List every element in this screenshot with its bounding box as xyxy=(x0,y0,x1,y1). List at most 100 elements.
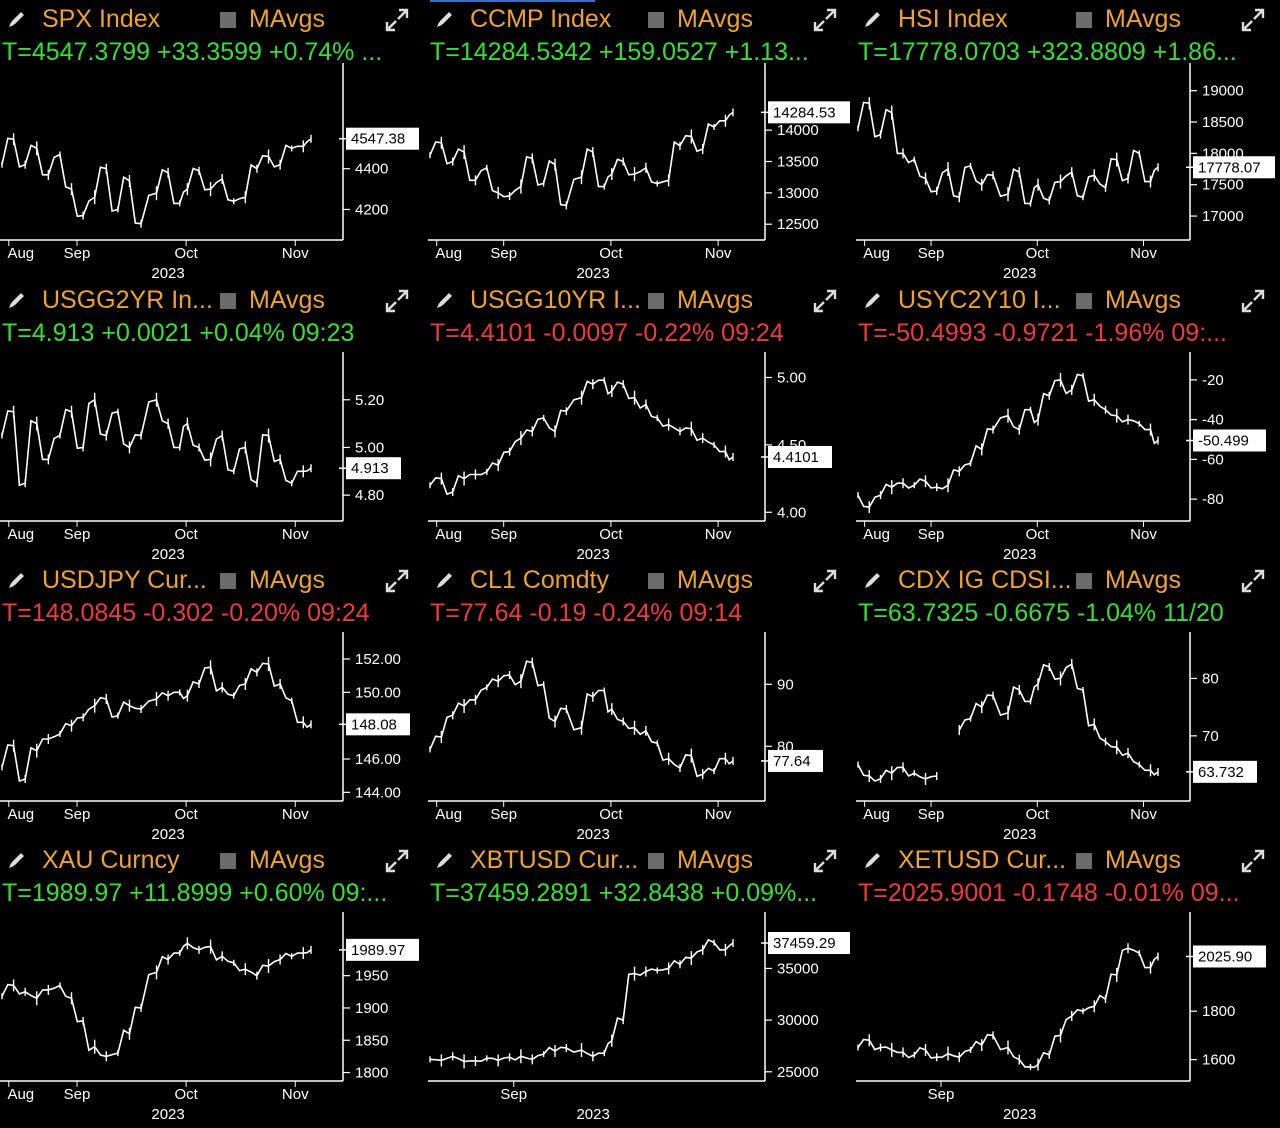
expand-arrows-icon[interactable] xyxy=(1240,568,1266,594)
pencil-icon[interactable] xyxy=(434,289,456,311)
mavgs-label[interactable]: MAvgs xyxy=(677,286,753,314)
pencil-icon[interactable] xyxy=(862,849,884,871)
x-tick-label: Sep xyxy=(64,806,91,823)
mavgs-checkbox[interactable] xyxy=(1076,853,1092,869)
quote-line: T=148.0845 -0.302 -0.20% 09:24 xyxy=(2,599,370,627)
x-tick-label: Sep xyxy=(918,245,945,262)
pencil-icon[interactable] xyxy=(434,569,456,591)
x-tick-label: Aug xyxy=(435,806,462,823)
pencil-icon[interactable] xyxy=(862,8,884,30)
pencil-icon[interactable] xyxy=(6,849,28,871)
security-title[interactable]: CCMP Index xyxy=(470,5,612,33)
chart-panel: USGG2YR In... MAvgs T=4.913 +0.0021 +0.04%… xyxy=(0,281,426,561)
expand-arrows-icon[interactable] xyxy=(812,7,838,33)
mavgs-checkbox[interactable] xyxy=(648,293,664,309)
security-title[interactable]: USGG2YR In... xyxy=(42,286,213,314)
x-tick-label: Aug xyxy=(435,526,462,543)
mavgs-checkbox[interactable] xyxy=(220,573,236,589)
panel-header: XETUSD Cur... MAvgs xyxy=(856,841,1280,881)
pencil-icon[interactable] xyxy=(862,289,884,311)
pencil-icon[interactable] xyxy=(434,849,456,871)
y-tick-label: 19000 xyxy=(1202,83,1244,100)
mavgs-checkbox[interactable] xyxy=(1076,293,1092,309)
security-title[interactable]: XBTUSD Cur... xyxy=(470,846,639,874)
y-tick-label: 4400 xyxy=(355,161,388,178)
y-tick-label: 4.00 xyxy=(777,504,806,521)
mavgs-checkbox[interactable] xyxy=(220,293,236,309)
mavgs-checkbox[interactable] xyxy=(220,853,236,869)
mavgs-label[interactable]: MAvgs xyxy=(1105,286,1181,314)
x-tick-label: Nov xyxy=(282,526,309,543)
x-year-label: 2023 xyxy=(576,1106,609,1121)
mavgs-label[interactable]: MAvgs xyxy=(677,846,753,874)
security-title[interactable]: SPX Index xyxy=(42,5,161,33)
y-tick-label: 12500 xyxy=(777,216,819,233)
quote-line: T=-50.4993 -0.9721 -1.96% 09:... xyxy=(858,319,1227,347)
mavgs-checkbox[interactable] xyxy=(648,573,664,589)
expand-arrows-icon[interactable] xyxy=(1240,848,1266,874)
security-title[interactable]: CDX IG CDSI... xyxy=(898,566,1072,594)
line-chart: Aug Sep Oct Nov 2023 14000 13500 13000 12500 1428… xyxy=(428,63,850,280)
y-tick-label: 17000 xyxy=(1202,208,1244,225)
pencil-icon[interactable] xyxy=(434,8,456,30)
last-price-box xyxy=(768,101,850,124)
mavgs-checkbox[interactable] xyxy=(648,853,664,869)
security-title[interactable]: CL1 Comdty xyxy=(470,566,609,594)
quote-line: T=37459.2891 +32.8438 +0.09%... xyxy=(430,879,818,907)
expand-arrows-icon[interactable] xyxy=(384,848,410,874)
mavgs-label[interactable]: MAvgs xyxy=(1105,566,1181,594)
security-title[interactable]: USYC2Y10 I... xyxy=(898,286,1061,314)
pencil-icon[interactable] xyxy=(862,569,884,591)
y-tick-label: 35000 xyxy=(777,960,819,977)
mavgs-checkbox[interactable] xyxy=(220,12,236,28)
mavgs-label[interactable]: MAvgs xyxy=(1105,846,1181,874)
expand-arrows-icon[interactable] xyxy=(384,7,410,33)
y-tick-label: -80 xyxy=(1202,491,1224,508)
quote-line: T=2025.9001 -0.1748 -0.01% 09... xyxy=(858,879,1240,907)
mavgs-label[interactable]: MAvgs xyxy=(249,566,325,594)
mavgs-label[interactable]: MAvgs xyxy=(249,846,325,874)
pencil-icon[interactable] xyxy=(6,569,28,591)
expand-arrows-icon[interactable] xyxy=(1240,7,1266,33)
security-title[interactable]: XETUSD Cur... xyxy=(898,846,1067,874)
mavgs-checkbox[interactable] xyxy=(1076,12,1092,28)
line-chart: Aug Sep Oct Nov2023190001850018000175001700… xyxy=(856,63,1275,280)
y-tick-label: -60 xyxy=(1202,451,1224,468)
security-title[interactable]: HSI Index xyxy=(898,5,1008,33)
expand-arrows-icon[interactable] xyxy=(384,568,410,594)
x-tick-label: Aug xyxy=(7,1086,34,1103)
y-tick-label: 146.00 xyxy=(355,751,401,768)
expand-arrows-icon[interactable] xyxy=(1240,288,1266,314)
last-price-label: 4.913 xyxy=(351,460,389,477)
last-price-label: 63.732 xyxy=(1198,764,1244,781)
mavgs-label[interactable]: MAvgs xyxy=(249,5,325,33)
expand-arrows-icon[interactable] xyxy=(384,288,410,314)
mavgs-checkbox[interactable] xyxy=(1076,573,1092,589)
price-series-line xyxy=(429,111,734,207)
mavgs-label[interactable]: MAvgs xyxy=(677,5,753,33)
security-title[interactable]: XAU Curncy xyxy=(42,846,180,874)
price-series-line xyxy=(857,947,1159,1069)
pencil-icon[interactable] xyxy=(6,289,28,311)
mavgs-label[interactable]: MAvgs xyxy=(1105,5,1181,33)
price-series-line xyxy=(1,398,312,487)
x-tick-label: Sep xyxy=(490,526,517,543)
expand-arrows-icon[interactable] xyxy=(812,288,838,314)
mavgs-label[interactable]: MAvgs xyxy=(249,286,325,314)
x-tick-label: Sep xyxy=(490,806,517,823)
chart-panel: XBTUSD Cur... MAvgs T=37459.2891 +32.8438 … xyxy=(428,841,854,1121)
pencil-icon[interactable] xyxy=(6,8,28,30)
x-tick-label: Nov xyxy=(282,245,309,262)
x-tick-label: Oct xyxy=(174,526,198,543)
mavgs-label[interactable]: MAvgs xyxy=(677,566,753,594)
expand-arrows-icon[interactable] xyxy=(812,568,838,594)
mavgs-checkbox[interactable] xyxy=(648,12,664,28)
security-title[interactable]: USDJPY Cur... xyxy=(42,566,207,594)
y-tick-label: 14000 xyxy=(777,122,819,139)
chart-panel: USYC2Y10 I... MAvgs T=-50.4993 -0.9721 -1.… xyxy=(856,281,1280,561)
last-price-label: 37459.29 xyxy=(773,935,836,952)
y-tick-label: 4200 xyxy=(355,201,388,218)
security-title[interactable]: USGG10YR I... xyxy=(470,286,641,314)
chart-panel: XETUSD Cur... MAvgs T=2025.9001 -0.1748 -0… xyxy=(856,841,1280,1121)
expand-arrows-icon[interactable] xyxy=(812,848,838,874)
